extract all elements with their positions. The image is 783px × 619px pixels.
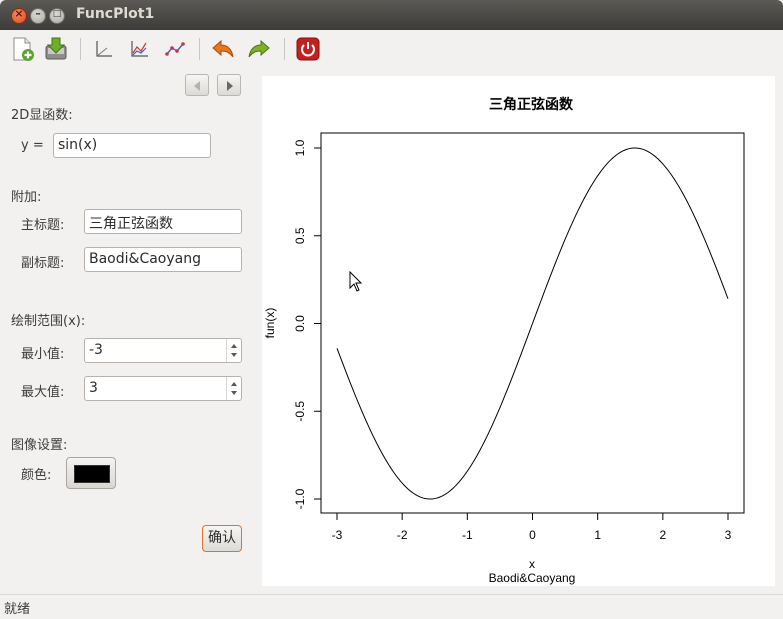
undo-icon (212, 39, 234, 58)
window-maximize-button[interactable]: □ (49, 8, 65, 24)
line-chart-button[interactable] (124, 34, 154, 64)
sine-curve (336, 147, 729, 500)
y-tick-label: -1.0 (293, 488, 307, 509)
section-extra-label: 附加: (11, 190, 42, 205)
max-spinbox-arrows[interactable] (226, 377, 241, 400)
max-value: 3 (89, 380, 98, 396)
status-text: 就绪 (4, 602, 31, 617)
x-tick-label: 3 (725, 528, 732, 542)
mouse-cursor-icon (349, 270, 363, 292)
y-tick-label: -0.5 (293, 401, 307, 422)
color-swatch (74, 465, 110, 483)
chevron-left-icon (194, 81, 200, 91)
next-button[interactable] (217, 74, 241, 96)
min-label: 最小值: (21, 347, 65, 362)
power-button[interactable] (293, 34, 323, 64)
toolbar (0, 30, 783, 68)
x-tick-label: -1 (462, 528, 473, 542)
power-icon (296, 37, 320, 61)
scatter-line-button[interactable] (160, 34, 190, 64)
color-label: 颜色: (21, 468, 52, 483)
color-picker-button[interactable] (66, 457, 116, 489)
y-tick-label: 0.5 (293, 227, 307, 244)
window-minimize-button[interactable]: – (30, 7, 46, 24)
toolbar-separator (80, 38, 81, 60)
close-icon: × (14, 7, 24, 20)
window-titlebar: × – □ FuncPlot1 (0, 0, 783, 30)
arrow-up-icon (231, 382, 237, 386)
toolbar-separator (199, 38, 200, 60)
y-label: y = (21, 138, 44, 153)
chevron-right-icon (227, 81, 233, 91)
y-tick-label: 0.0 (293, 315, 307, 332)
status-bar: 就绪 (0, 594, 783, 619)
maximize-icon: □ (52, 9, 62, 19)
x-tick-label: -2 (397, 528, 408, 542)
x-tick-label: 0 (529, 528, 536, 542)
arrow-up-icon (231, 344, 237, 348)
section-range-label: 绘制范围(x): (11, 314, 86, 329)
sine-chart: 三角正弦函数 -3 -2 -1 0 1 2 3 -1.0 -0.5 0.0 0.5 1.0 x Ba… (263, 96, 745, 585)
line-chart-icon (131, 41, 148, 57)
x-tick-label: 1 (594, 528, 601, 542)
max-spinbox[interactable]: 3 (84, 376, 242, 401)
save-icon (45, 37, 67, 60)
main-title-input[interactable]: 三角正弦函数 (84, 209, 242, 234)
axes-icon (96, 41, 112, 57)
min-value: -3 (89, 342, 103, 358)
arrow-down-icon (231, 353, 237, 357)
redo-button[interactable] (244, 34, 274, 64)
window-close-button[interactable]: × (11, 7, 27, 24)
min-spinbox-arrows[interactable] (226, 339, 241, 362)
section-2d-label: 2D显函数: (11, 108, 73, 123)
section-image-label: 图像设置: (11, 438, 68, 453)
x-tick-label: -3 (332, 528, 343, 542)
arrow-down-icon (231, 391, 237, 395)
scatter-line-icon (165, 42, 185, 56)
x-axis: -3 -2 -1 0 1 2 3 (332, 512, 732, 542)
axes-button[interactable] (88, 34, 118, 64)
prev-button[interactable] (185, 74, 209, 96)
y-axis-label: fun(x) (263, 308, 277, 339)
sub-title-input[interactable]: Baodi&Caoyang (84, 247, 242, 272)
settings-panel: 2D显函数: y = sin(x) 附加: 主标题: 三角正弦函数 副标题: B… (0, 68, 255, 594)
x-axis-label: x (529, 557, 535, 571)
new-file-icon (13, 37, 34, 61)
x-tick-label: 2 (659, 528, 666, 542)
sub-title-label: 副标题: (21, 256, 65, 271)
redo-icon (248, 39, 270, 58)
chart-subtitle: Baodi&Caoyang (489, 571, 576, 585)
chart-title: 三角正弦函数 (489, 96, 574, 112)
confirm-button[interactable]: 确认 (202, 525, 242, 552)
new-file-button[interactable] (7, 34, 37, 64)
minimize-icon: – (35, 7, 41, 20)
function-input[interactable]: sin(x) (53, 133, 211, 158)
save-button[interactable] (41, 34, 71, 64)
max-label: 最大值: (21, 385, 65, 400)
toolbar-separator (284, 38, 285, 60)
y-axis: -1.0 -0.5 0.0 0.5 1.0 (293, 139, 322, 509)
undo-button[interactable] (208, 34, 238, 64)
min-spinbox[interactable]: -3 (84, 338, 242, 363)
window-title: FuncPlot1 (76, 6, 155, 22)
plot-area: 三角正弦函数 -3 -2 -1 0 1 2 3 -1.0 -0.5 0.0 0.5 1.0 x Ba… (262, 76, 775, 586)
y-tick-label: 1.0 (293, 139, 307, 156)
main-title-label: 主标题: (21, 218, 65, 233)
